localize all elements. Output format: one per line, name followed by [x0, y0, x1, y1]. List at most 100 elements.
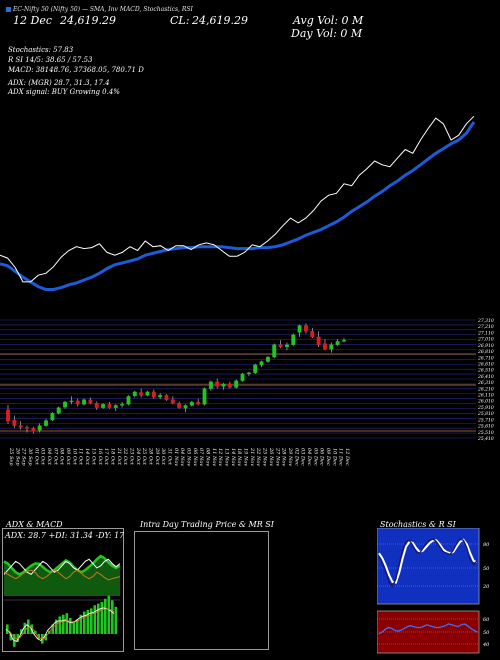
date-tick-label: 22 Oct	[122, 447, 128, 466]
signal-line	[6, 608, 115, 640]
candle-body	[164, 395, 169, 400]
rsi-scale-label: 50	[483, 630, 490, 636]
candle-body	[284, 344, 289, 348]
macd-bar	[27, 619, 30, 634]
legend-rsi: R SI 14/5: 38.65 / 57.53	[8, 56, 93, 64]
date-tick-label: 27 Sep	[21, 447, 27, 466]
candlestick-chart: 27,31027,21027,11027,01026,91026,81026,7…	[0, 318, 494, 466]
candle-body	[75, 400, 80, 405]
candle-body	[323, 343, 327, 350]
candle-body	[31, 428, 36, 432]
avg-volume: Avg Vol: 0 M	[293, 14, 364, 27]
candle-body	[107, 404, 112, 408]
macd-bar	[65, 613, 69, 634]
macd-bar	[51, 624, 55, 634]
macd-bar	[79, 614, 83, 634]
rsi-scale-label: 60	[483, 617, 490, 623]
stoch-scale-label: 80	[483, 542, 490, 548]
price-tick-label: 27,310	[477, 318, 494, 324]
adx-panel-title: ADX & MACD	[6, 520, 63, 529]
candle-body	[170, 399, 175, 404]
date-tick-label: 29 Oct	[154, 447, 160, 466]
legend-square	[6, 7, 11, 12]
date-tick-label: 26 Sep	[14, 447, 20, 466]
date-tick-label: 04 Dec	[306, 448, 312, 466]
candle-body	[50, 413, 55, 421]
date-tick-label: 09 Oct	[65, 448, 71, 466]
date-tick-label: 25 Oct	[141, 447, 147, 466]
macd-bar	[83, 611, 86, 634]
date-tick-label: 11 Nov	[211, 448, 217, 466]
date-tick-label: 26 Nov	[268, 447, 274, 466]
average-line	[0, 121, 476, 291]
candle-body	[82, 399, 87, 405]
price-tick-label: 25,410	[477, 436, 494, 442]
candle-body	[139, 392, 144, 396]
price-tick-label: 26,510	[477, 368, 494, 374]
macd-line	[5, 607, 115, 643]
rsi-scale-label: 40	[482, 642, 490, 648]
macd-bar	[104, 598, 107, 634]
price-tick-label: 25,610	[477, 424, 494, 430]
candle-body	[297, 325, 302, 333]
adx-macd-panel: ADX: 28.7 +DI: 31.34 -DY: 17.36	[2, 528, 124, 652]
stoch-panel-title: Stochastics & R SI	[380, 520, 456, 529]
price-average-chart	[0, 115, 476, 291]
date-tick-label: 23 Oct	[128, 447, 134, 466]
candle-body	[221, 383, 226, 387]
candle-body	[265, 356, 270, 362]
price-tick-label: 26,910	[477, 343, 494, 349]
date-tick-label: 10 Dec	[331, 448, 337, 466]
stoch-k-line	[378, 538, 478, 588]
candle-body	[113, 405, 118, 408]
date-tick-label: 11 Oct	[78, 448, 84, 466]
date-tick-label: 24 Oct	[135, 447, 141, 466]
price-line	[0, 115, 475, 283]
macd-bar	[72, 621, 76, 634]
intraday-panel-title: Intra Day Trading Price & MR SI	[140, 520, 274, 529]
price-tick-label: 26,710	[477, 355, 494, 361]
candle-body	[253, 364, 258, 373]
macd-bar	[6, 624, 9, 634]
date-tick-label: 18 Nov	[236, 448, 242, 466]
date-tick-label: 02 Dec	[293, 448, 299, 466]
candle-body	[342, 340, 346, 342]
date-tick-label: 09 Dec	[325, 448, 331, 466]
candle-body	[208, 381, 213, 389]
minus-di-line	[3, 569, 121, 581]
candle-body	[196, 401, 201, 405]
candle-body	[120, 404, 125, 406]
price-tick-label: 26,610	[477, 361, 494, 367]
date-tick-label: 18 Oct	[109, 448, 115, 466]
candle-body	[240, 373, 245, 381]
candle-body	[88, 399, 93, 404]
date-tick-label: 12 Nov	[217, 448, 223, 466]
date-tick-label: 25 Nov	[262, 447, 268, 466]
price-tick-label: 27,210	[477, 324, 494, 330]
date-tick-label: 16 Oct	[97, 448, 103, 466]
macd-bar	[55, 619, 58, 634]
close-value: 24,619.29	[192, 14, 248, 27]
header-date-label: 12 Dec	[13, 14, 52, 27]
macd-bar	[114, 606, 118, 634]
header: EC-Nifty 50 (Nifty 50) — SMA, Inv MACD, …	[0, 0, 500, 40]
header-line1: EC-Nifty 50 (Nifty 50) — SMA, Inv MACD, …	[13, 6, 193, 13]
date-tick-label: 28 Oct	[147, 447, 153, 466]
date-tick-label: 05 Dec	[312, 448, 318, 466]
candle-body	[63, 401, 68, 408]
candle-body	[272, 344, 277, 358]
date-tick-label: 25 Sep	[8, 447, 14, 466]
date-tick-label: 08 Nov	[205, 448, 211, 466]
date-tick-label: 03 Dec	[300, 448, 306, 466]
macd-bar	[100, 602, 104, 634]
macd-bar	[111, 600, 114, 634]
candle-body	[259, 361, 264, 366]
date-tick-label: 06 Dec	[319, 448, 325, 466]
candle-body	[18, 425, 23, 428]
legend-stochastics: Stochastics: 57.83	[8, 46, 74, 54]
stochastics-rsi-panel: 80 50 20 60 50 40	[377, 528, 490, 654]
candle-body	[335, 341, 340, 345]
intraday-panel	[134, 531, 269, 650]
candle-body	[158, 395, 163, 398]
candle-body	[278, 344, 283, 348]
